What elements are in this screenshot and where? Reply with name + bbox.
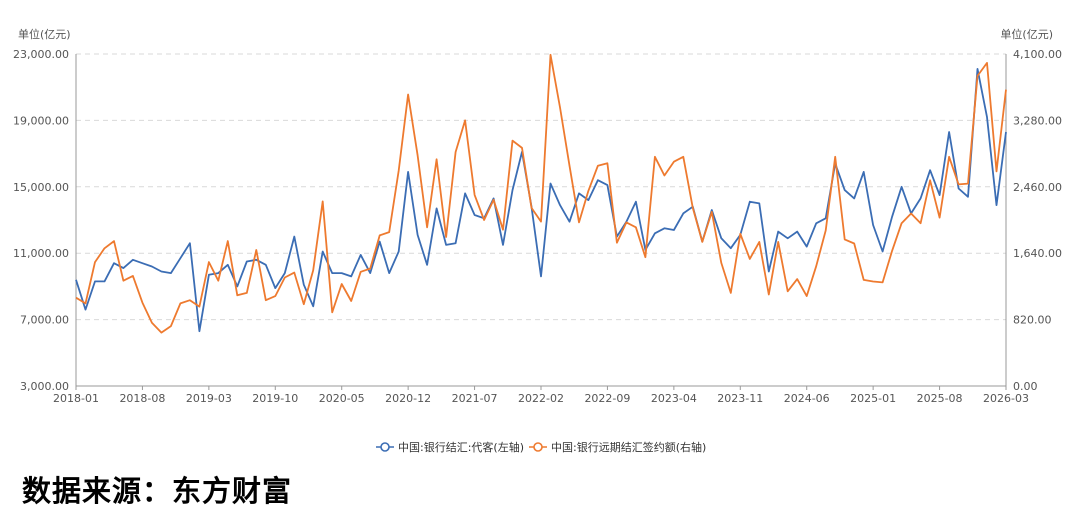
x-tick-label: 2020-05 <box>319 392 365 405</box>
series-line-left <box>75 68 1007 333</box>
series-line-right <box>75 53 1007 334</box>
right-tick-label: 3,280.00 <box>1013 114 1062 127</box>
x-tick-label: 2019-03 <box>186 392 232 405</box>
left-tick-label: 7,000.00 <box>20 314 69 327</box>
left-tick-label: 11,000.00 <box>13 247 69 260</box>
grid-lines <box>76 53 1006 321</box>
x-tick-label: 2023-11 <box>717 392 763 405</box>
x-axis: 2018-01 2018-08 2019-03 2019-10 2020-05 2020-… <box>53 385 1029 405</box>
left-axis-unit: 单位(亿元) <box>18 27 71 41</box>
legend-item-left-series[interactable]: 中国:银行结汇:代客(左轴) <box>376 440 524 454</box>
right-axis-unit: 单位(亿元) <box>1000 27 1053 41</box>
legend-label-right-series: 中国:银行远期结汇签约额(右轴) <box>551 440 706 454</box>
left-tick-label: 3,000.00 <box>20 380 69 393</box>
x-tick-label: 2019-10 <box>252 392 298 405</box>
left-tick-label: 23,000.00 <box>13 48 69 61</box>
x-tick-label: 2024-06 <box>784 392 830 405</box>
left-y-axis: 23,000.00 19,000.00 15,000.00 11,000.00 7,00… <box>13 48 77 393</box>
series-lines <box>75 53 1007 334</box>
x-tick-label: 2020-12 <box>385 392 431 405</box>
right-tick-label: 1,640.00 <box>1013 247 1062 260</box>
right-tick-label: 2,460.00 <box>1013 181 1062 194</box>
x-tick-label: 2023-04 <box>651 392 697 405</box>
right-tick-label: 0.00 <box>1013 380 1038 393</box>
right-y-axis: 4,100.00 3,280.00 2,460.00 1,640.00 820.00 0.… <box>1005 48 1062 393</box>
data-source-note: 数据来源：东方财富 <box>22 474 293 508</box>
legend[interactable]: 中国:银行结汇:代客(左轴) 中国:银行远期结汇签约额(右轴) <box>376 440 706 454</box>
x-tick-label: 2018-01 <box>53 392 99 405</box>
x-tick-label: 2022-02 <box>518 392 564 405</box>
legend-swatch-marker <box>380 442 390 452</box>
left-tick-label: 19,000.00 <box>13 114 69 127</box>
legend-label-left-series: 中国:银行结汇:代客(左轴) <box>398 440 524 454</box>
x-tick-label: 2026-03 <box>983 392 1029 405</box>
x-tick-label: 2025-01 <box>850 392 896 405</box>
legend-swatch-marker <box>533 442 543 452</box>
x-tick-label: 2018-08 <box>119 392 165 405</box>
x-tick-label: 2021-07 <box>452 392 498 405</box>
right-tick-label: 820.00 <box>1013 314 1052 327</box>
right-tick-label: 4,100.00 <box>1013 48 1062 61</box>
left-tick-label: 15,000.00 <box>13 181 69 194</box>
chart-area: 2018-01 2018-08 2019-03 2019-10 2020-05 2020-… <box>13 27 1062 454</box>
legend-item-right-series[interactable]: 中国:银行远期结汇签约额(右轴) <box>529 440 706 454</box>
x-tick-label: 2025-08 <box>917 392 963 405</box>
x-tick-label: 2022-09 <box>584 392 630 405</box>
